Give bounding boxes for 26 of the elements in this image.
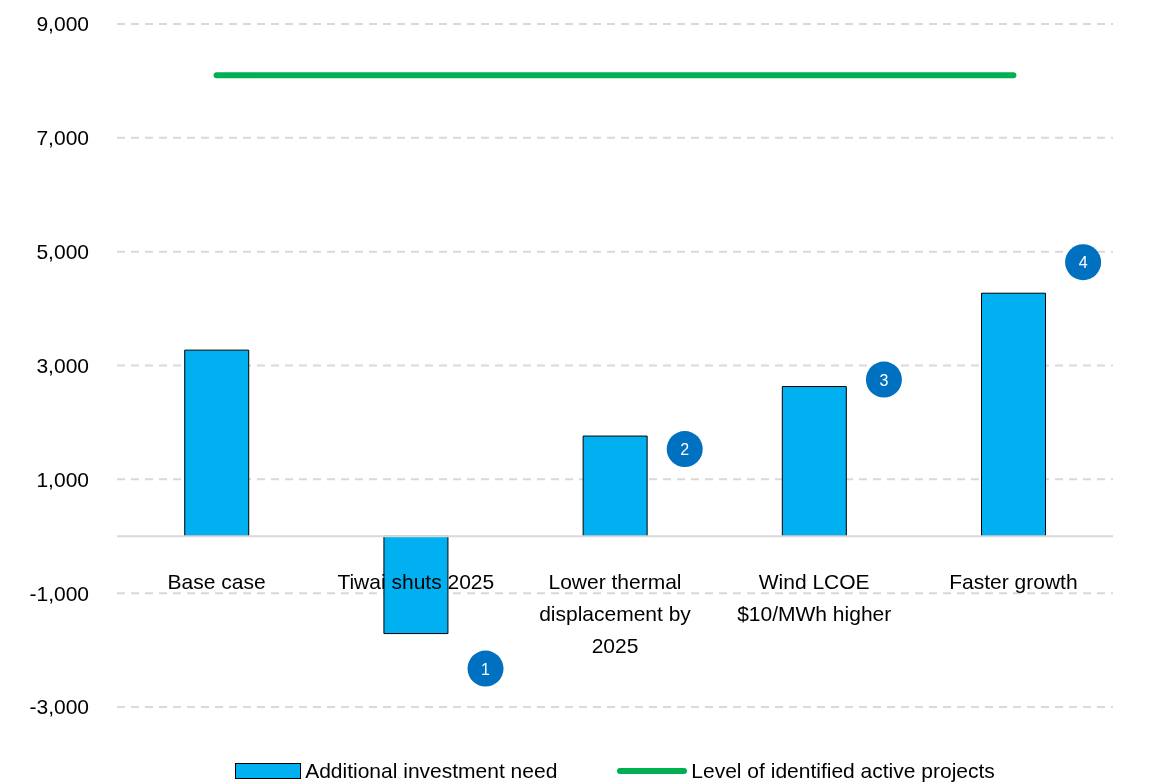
x-tick-label: Wind LCOE $10/MWh higher: [737, 570, 892, 625]
y-tick-label: 7,000: [36, 126, 89, 150]
y-tick-label: -1,000: [29, 581, 89, 605]
annotation: 2: [680, 441, 690, 459]
numbered-badge-icon: 3: [865, 361, 902, 398]
x-tick-label: Base case: [167, 570, 266, 593]
annotation: 4: [1078, 254, 1088, 272]
bar: [184, 349, 250, 537]
annotation: 3: [879, 371, 889, 389]
y-tick-label: 5,000: [36, 240, 89, 264]
y-tick-label: -3,000: [29, 695, 89, 719]
annotation: 1: [481, 660, 491, 678]
bar: [383, 535, 449, 635]
numbered-badge-icon: 2: [666, 431, 703, 468]
bar: [582, 435, 648, 537]
legend-label: Level of identified active projects: [691, 759, 995, 783]
legend-label: Additional investment need: [305, 759, 558, 783]
y-tick-label: 3,000: [36, 353, 89, 377]
y-tick-label: 9,000: [36, 12, 89, 36]
bar: [981, 292, 1047, 537]
y-tick-label: 1,000: [36, 467, 89, 491]
numbered-badge-icon: 4: [1065, 244, 1102, 281]
x-tick-label: Faster growth: [949, 570, 1078, 593]
bar: [781, 386, 847, 537]
numbered-badge-icon: 1: [467, 650, 504, 687]
x-tick-label: Lower thermal displacement by 2025: [539, 570, 692, 657]
